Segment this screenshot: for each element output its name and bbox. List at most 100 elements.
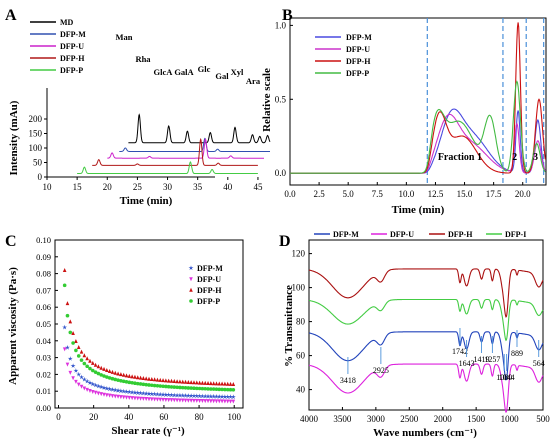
data-point — [147, 383, 151, 387]
data-point — [65, 313, 70, 318]
y-axis-title: Relative scale — [261, 68, 273, 132]
y-tick-label: 200 — [29, 114, 43, 124]
data-point — [150, 377, 154, 382]
data-point — [223, 381, 227, 386]
data-point — [172, 379, 177, 384]
data-point — [119, 395, 123, 400]
plot-frame — [289, 17, 547, 186]
data-point — [169, 398, 174, 403]
y-tick-label: 0.5 — [275, 94, 287, 104]
data-point — [82, 386, 87, 391]
panel-d-letter: D — [279, 233, 291, 250]
data-point — [217, 399, 222, 404]
data-point — [169, 392, 174, 398]
x-tick-label: 500 — [536, 414, 550, 424]
x-tick-label: 100 — [227, 412, 241, 422]
data-point — [166, 398, 171, 403]
data-point — [219, 394, 225, 399]
data-point — [133, 381, 137, 386]
data-point — [130, 396, 134, 401]
peak-label: 1742 — [452, 347, 468, 356]
data-point — [208, 393, 214, 399]
data-point — [189, 380, 193, 385]
peak-annotation: Gal — [215, 71, 229, 81]
data-point — [220, 399, 224, 404]
y-tick-label: 100 — [292, 283, 306, 293]
panel-d: 4000 3500 3000 2500 2000 1500 1000 500 40 60 80 100… — [283, 230, 550, 439]
data-point — [155, 397, 160, 402]
data-point — [231, 399, 236, 404]
data-point — [113, 394, 118, 399]
trace-dfp-h — [308, 268, 544, 318]
data-point — [225, 399, 230, 404]
series-dfp-m — [62, 324, 236, 400]
data-point — [206, 380, 210, 385]
data-point — [164, 378, 168, 383]
data-point — [76, 382, 81, 387]
data-point — [180, 385, 185, 390]
data-point — [183, 393, 188, 398]
trace-dfp-p — [290, 80, 546, 174]
data-point — [144, 397, 148, 402]
x-tick-label: 0 — [56, 412, 61, 422]
data-point — [164, 384, 168, 389]
data-point — [166, 384, 171, 389]
panel-a-letter: A — [5, 7, 17, 24]
data-point — [135, 381, 140, 386]
data-point — [160, 392, 166, 397]
data-point — [79, 358, 84, 362]
data-point — [203, 380, 208, 385]
data-point — [147, 376, 151, 381]
data-point — [222, 394, 228, 399]
data-point — [76, 371, 82, 377]
legend-label: DFP-H — [448, 230, 473, 239]
data-point — [211, 381, 216, 386]
y-tick-label: 0.09 — [36, 252, 51, 262]
data-point — [178, 398, 182, 403]
data-point — [231, 387, 236, 392]
data-point — [158, 384, 163, 388]
peak-label: 889 — [511, 349, 523, 358]
data-point — [152, 397, 157, 402]
y-tick-label: 0 — [38, 172, 43, 182]
data-point — [135, 390, 141, 395]
data-point — [192, 380, 196, 385]
data-point — [188, 393, 194, 398]
x-tick-label: 45 — [253, 182, 263, 192]
data-point — [70, 363, 76, 368]
data-point — [74, 348, 78, 353]
data-point — [116, 378, 120, 382]
legend-marker — [189, 277, 193, 282]
data-point — [194, 380, 199, 385]
data-point — [88, 388, 92, 393]
data-point — [203, 399, 208, 404]
fraction-label: Fraction 1 — [438, 152, 482, 163]
data-point — [65, 301, 70, 306]
legend-marker — [189, 299, 193, 303]
data-point — [127, 380, 132, 385]
trace-dfp-p — [77, 161, 258, 174]
x-tick-label: 2000 — [434, 414, 453, 424]
data-point — [186, 398, 191, 403]
data-point — [127, 395, 132, 400]
data-point — [71, 376, 75, 381]
data-point — [76, 354, 81, 358]
x-tick-label: 30 — [163, 182, 173, 192]
data-point — [158, 397, 163, 402]
panel-c: 0 20 40 60 80 100 0.00 0.01 0.02 0.03 0.04 0.05 0.06… — [7, 235, 244, 437]
data-point — [143, 391, 149, 396]
data-point — [124, 395, 129, 400]
data-point — [74, 339, 78, 344]
data-point — [192, 386, 196, 391]
x-axis-title: Shear rate (γ⁻¹) — [111, 425, 185, 437]
peak-label: 3418 — [340, 376, 356, 385]
peak-label: 1080 — [496, 373, 512, 382]
data-point — [175, 379, 179, 384]
data-point — [149, 391, 155, 397]
trace-dfp-u — [308, 363, 544, 414]
data-point — [82, 361, 87, 366]
data-point — [119, 372, 123, 377]
x-axis-title: Time (min) — [392, 204, 445, 216]
trace-md — [128, 113, 271, 144]
